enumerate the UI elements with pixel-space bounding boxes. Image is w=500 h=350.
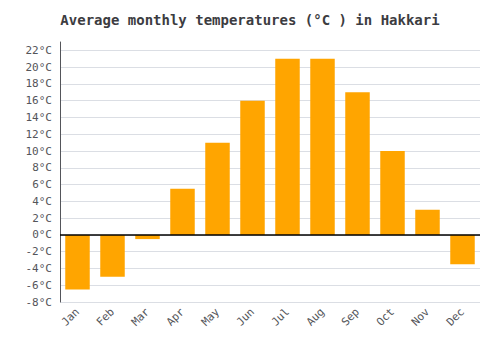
svg-text:18°C: 18°C [26,77,53,90]
svg-text:10°C: 10°C [26,145,53,158]
svg-text:Aug: Aug [304,305,327,328]
svg-text:Apr: Apr [164,305,187,328]
svg-text:May: May [199,305,222,328]
svg-text:Dec: Dec [444,305,467,328]
svg-text:-8°C: -8°C [26,296,53,309]
svg-text:16°C: 16°C [26,94,53,107]
svg-text:Average monthly temperatures (: Average monthly temperatures (°C ) in Ha… [60,12,439,28]
svg-text:-4°C: -4°C [26,262,53,275]
svg-text:Mar: Mar [129,305,152,328]
svg-text:Oct: Oct [374,305,397,328]
svg-text:-6°C: -6°C [26,279,53,292]
svg-text:Feb: Feb [94,305,117,328]
svg-text:Jun: Jun [234,305,257,328]
svg-text:22°C: 22°C [26,44,53,57]
svg-text:Nov: Nov [409,305,432,328]
svg-text:20°C: 20°C [26,61,53,74]
svg-text:-2°C: -2°C [26,245,53,258]
svg-text:8°C: 8°C [32,161,52,174]
svg-text:4°C: 4°C [32,195,52,208]
svg-text:14°C: 14°C [26,111,53,124]
svg-text:Sep: Sep [339,305,362,328]
svg-text:Jul: Jul [269,305,292,328]
svg-text:Jan: Jan [59,305,82,328]
svg-text:0°C: 0°C [32,228,52,241]
svg-text:6°C: 6°C [32,178,52,191]
svg-text:12°C: 12°C [26,128,53,141]
svg-text:2°C: 2°C [32,212,52,225]
